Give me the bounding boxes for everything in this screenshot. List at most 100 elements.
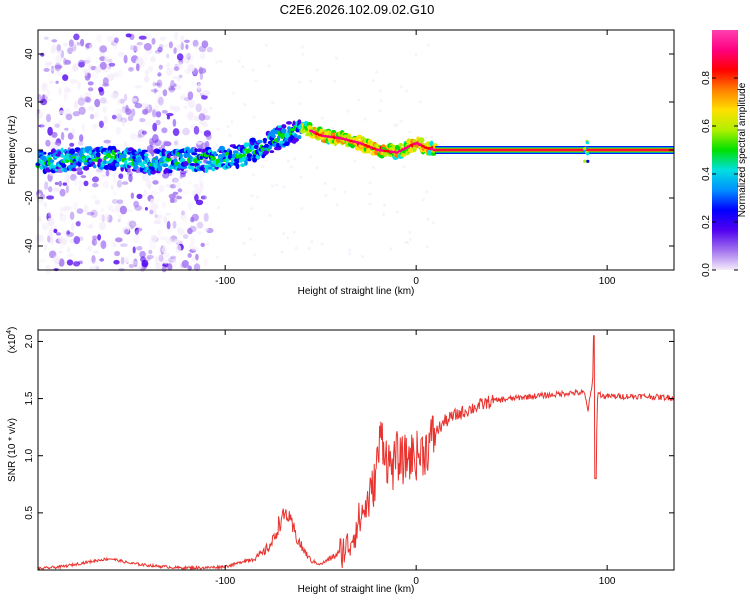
spectrogram-noise-blob [112, 191, 117, 196]
spectrogram-signal-blob [92, 164, 97, 169]
spectrogram-noise-blob [134, 229, 141, 238]
spectrogram-noise-blob [91, 260, 100, 265]
spectrogram-signal-blob [141, 149, 148, 153]
spectrogram-noise-blob [133, 258, 138, 268]
spectrogram-signal-blob [281, 124, 287, 129]
spectrogram-noise-blob [168, 193, 176, 199]
spectrogram-noise-blob [177, 188, 183, 193]
spectrogram-ridge-core [400, 148, 405, 151]
spectrogram-noise-blob [172, 220, 177, 229]
spectrogram-signal-blob [71, 168, 78, 172]
spectrogram-signal-blob [149, 148, 154, 155]
spectrogram-noise-blob [282, 232, 286, 235]
snr-ylabel: SNR (10 * v/v) [7, 418, 18, 482]
spectrogram-noise-blob [152, 81, 156, 87]
spectrogram-noise-blob [158, 254, 164, 262]
spectrogram-noise-blob [39, 193, 46, 200]
spectrogram-noise-blob [105, 169, 110, 177]
spectrogram-blip [583, 147, 587, 151]
spectrogram-noise-blob [204, 140, 210, 149]
spectrogram-noise-blob [201, 122, 209, 128]
colorbar-tick-label: 0.4 [701, 167, 712, 181]
spectrogram-noise-blob [156, 198, 160, 203]
spectrogram-noise-blob [149, 240, 157, 250]
spectrogram-noise-blob [180, 42, 184, 51]
spectrogram-noise-blob [193, 183, 200, 189]
spectrogram-noise-blob [202, 108, 208, 115]
spectrogram-noise-blob [113, 118, 122, 122]
spectrogram-noise-blob [172, 76, 179, 80]
spectrogram-noise-blob [189, 55, 194, 61]
spectrogram-noise-blob [173, 47, 177, 54]
spectrogram-noise-blob [138, 116, 143, 122]
spectrogram-signal-blob [63, 167, 68, 173]
spectrogram-noise-blob [264, 158, 268, 162]
spectrogram-noise-blob [97, 234, 101, 241]
spectrogram-noise-blob [298, 80, 302, 84]
spectrogram-noise-blob [69, 142, 75, 147]
spectrogram-noise-blob [44, 62, 52, 67]
spectrogram-noise-blob [141, 259, 149, 268]
spectrogram-noise-blob [52, 121, 60, 129]
spectrogram-noise-blob [35, 110, 44, 119]
spectrogram-noise-blob [100, 97, 107, 104]
spectrogram-noise-blob [119, 108, 125, 114]
spectrogram-noise-blob [123, 141, 128, 148]
spectrogram-signal-blob [306, 125, 313, 130]
spectrogram-signal-blob [110, 165, 117, 171]
spectrogram-noise-blob [183, 105, 188, 110]
spectrogram-ticks: -100 0 100 -40 -20 0 20 40 [24, 30, 674, 287]
spectrogram-noise-blob [260, 165, 264, 169]
spectrogram-noise-blob [190, 239, 196, 246]
spectrogram-noise-blob [194, 193, 199, 202]
spectrogram-noise-blob [60, 131, 65, 141]
spectrogram-noise-blob [78, 140, 84, 147]
spectrogram-noise-blob [347, 252, 351, 256]
snr-xtick-label: -100 [215, 576, 235, 587]
spectrogram-noise-blob [56, 54, 62, 63]
spectrogram-noise-blob [91, 194, 98, 200]
spectrogram-noise-blob [204, 227, 209, 232]
spectrogram-signal-blob [256, 139, 263, 144]
spectrogram-noise-blob [368, 192, 372, 196]
spectrogram-noise-blob [376, 140, 380, 143]
spectrogram-noise-blob [152, 122, 158, 132]
spectrogram-noise-blob [55, 232, 62, 236]
spectrogram-noise-blob [110, 40, 118, 47]
spectrogram-noise-blob [152, 180, 159, 185]
spectrogram-noise-blob [40, 98, 48, 106]
spectrogram-noise-blob [81, 123, 86, 132]
spectrogram-noise-blob [194, 45, 202, 50]
spectrogram-signal-blob [111, 145, 117, 151]
spectrogram-noise-blob [163, 216, 168, 224]
spectrogram-blip [586, 152, 590, 156]
spectrogram-noise-blob [198, 113, 206, 121]
spectrogram-noise-blob [372, 79, 375, 83]
spectrogram-noise-blob [59, 188, 66, 197]
spectrogram-noise-blob [98, 88, 105, 96]
spectrogram-noise-blob [289, 165, 293, 169]
spectrogram-noise-blob [54, 141, 59, 146]
spectrogram-noise-blob [323, 182, 327, 185]
spectrogram-noise-blob [267, 64, 271, 68]
spectrogram-noise-blob [182, 219, 188, 225]
spectrogram-noise-blob [128, 67, 134, 72]
spectrogram-noise-blob [51, 39, 58, 43]
spectrogram-noise-blob [79, 236, 84, 241]
spectrogram-noise-blob [43, 67, 50, 72]
spectrogram-signal-blob [61, 163, 67, 168]
spectrogram-noise-blob [113, 72, 120, 78]
colorbar: 0.0 0.2 0.4 0.6 0.8 Normalized spectral ampl… [701, 30, 748, 277]
spectrogram-noise-blob [182, 127, 190, 136]
spectrogram-noise-blob [77, 260, 83, 265]
spectrogram-noise-blob [166, 115, 170, 120]
spectrogram-noise-blob [159, 36, 166, 41]
spectrogram-noise-blob [153, 220, 162, 225]
spectrogram-noise-blob [194, 116, 200, 122]
spectrogram-signal-blob [43, 151, 47, 155]
spectrogram-signal-blob [86, 146, 93, 152]
spectrogram-signal-blob [235, 163, 240, 170]
spectrogram-noise-blob [128, 173, 133, 183]
spectrogram-noise-blob [72, 65, 78, 72]
spectrogram-noise-blob [130, 260, 139, 266]
